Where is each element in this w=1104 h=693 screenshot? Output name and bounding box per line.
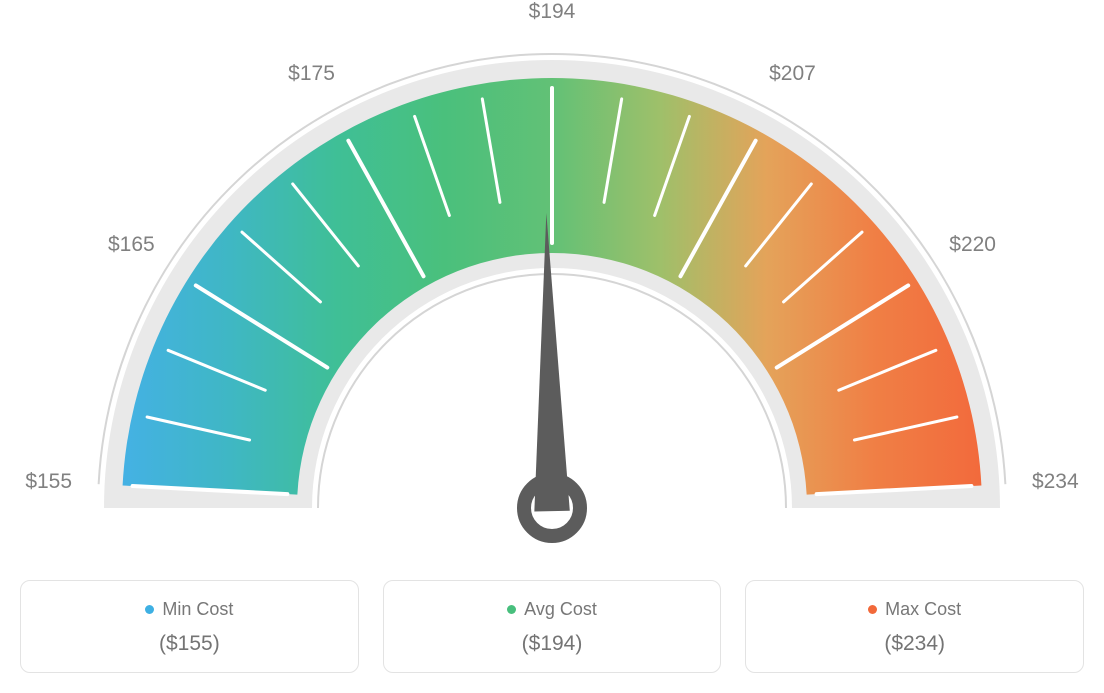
max-cost-label-row: Max Cost — [868, 599, 961, 620]
avg-cost-value: ($194) — [404, 632, 701, 656]
max-cost-card: Max Cost ($234) — [745, 580, 1084, 673]
max-dot-icon — [868, 605, 877, 614]
gauge-tick-label: $155 — [25, 470, 72, 494]
gauge-tick-label: $165 — [108, 233, 155, 257]
max-cost-value: ($234) — [766, 632, 1063, 656]
gauge-tick-label: $194 — [529, 0, 576, 24]
gauge-tick-label: $175 — [288, 62, 335, 86]
min-cost-value: ($155) — [41, 632, 338, 656]
avg-cost-label: Avg Cost — [524, 599, 597, 620]
avg-dot-icon — [507, 605, 516, 614]
gauge-svg — [20, 20, 1084, 560]
avg-cost-label-row: Avg Cost — [507, 599, 597, 620]
min-cost-label-row: Min Cost — [145, 599, 233, 620]
cost-cards: Min Cost ($155) Avg Cost ($194) Max Cost… — [20, 580, 1084, 673]
min-dot-icon — [145, 605, 154, 614]
min-cost-label: Min Cost — [162, 599, 233, 620]
max-cost-label: Max Cost — [885, 599, 961, 620]
gauge-tick-label: $207 — [769, 62, 816, 86]
gauge-tick-label: $234 — [1032, 470, 1079, 494]
avg-cost-card: Avg Cost ($194) — [383, 580, 722, 673]
gauge-tick-label: $220 — [949, 233, 996, 257]
min-cost-card: Min Cost ($155) — [20, 580, 359, 673]
gauge-chart: $155$165$175$194$207$220$234 — [20, 20, 1084, 560]
